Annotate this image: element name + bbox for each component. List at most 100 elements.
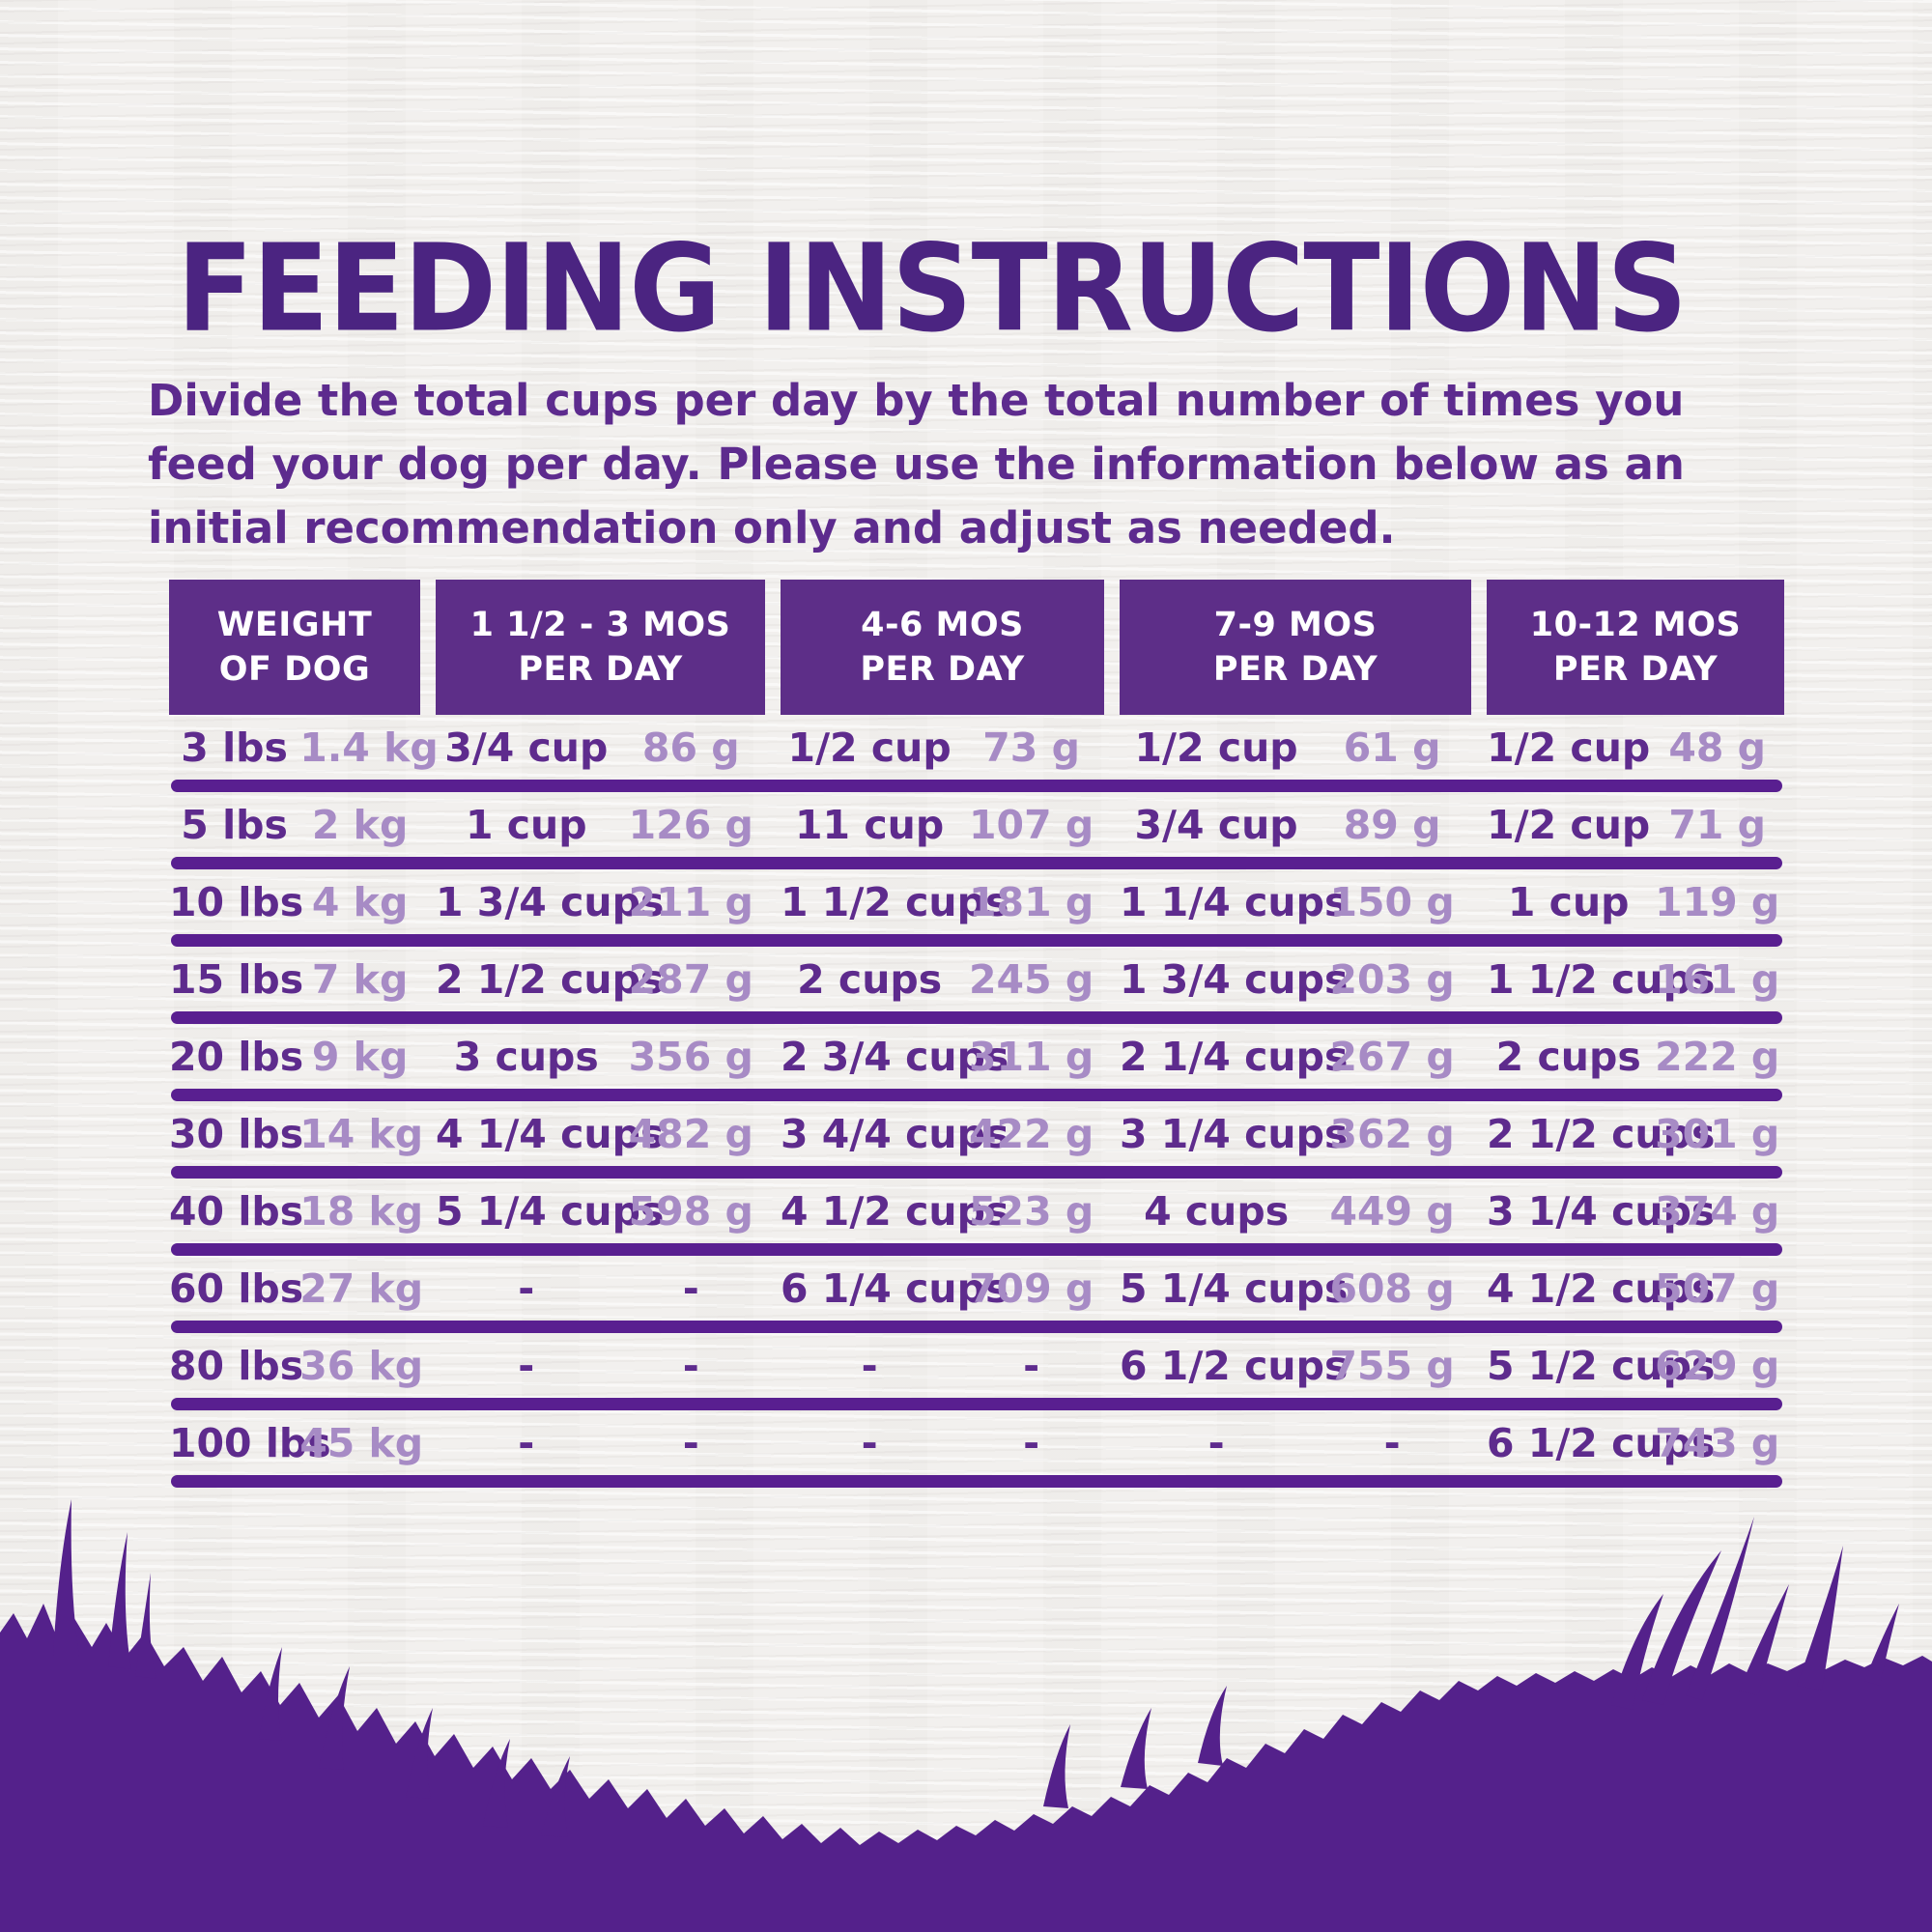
serving-cell-1half-3-mos: - - (436, 1333, 765, 1398)
grams-value: 71 g (1668, 801, 1767, 848)
cups-value: 3 1/4 cups (1120, 1110, 1349, 1157)
serving-cell-4-6-mos: 4 1/2 cups 523 g (781, 1179, 1104, 1243)
header-4-6-mos: 4-6 MOS PER DAY (781, 580, 1104, 715)
weight-lbs-value: 80 lbs (169, 1342, 304, 1389)
grams-value: 374 g (1655, 1187, 1780, 1235)
weight-kg-value: 7 kg (311, 955, 409, 1003)
weight-lbs-value: 60 lbs (169, 1264, 304, 1312)
serving-cell-7-9-mos: 2 1/4 cups 267 g (1120, 1024, 1471, 1089)
header-weight-of-dog: WEIGHT OF DOG (169, 580, 420, 715)
serving-cell-10-12-mos: 2 cups 222 g (1487, 1024, 1784, 1089)
serving-cell-10-12-mos: 2 1/2 cups 301 g (1487, 1101, 1784, 1166)
weight-lbs-value: 40 lbs (169, 1187, 304, 1235)
grams-value: 598 g (628, 1187, 753, 1235)
serving-cell-7-9-mos: 3/4 cup 89 g (1120, 792, 1471, 857)
grams-value: 743 g (1655, 1419, 1780, 1466)
grams-value: 61 g (1343, 724, 1441, 771)
weight-cell: 20 lbs 9 kg (169, 1024, 420, 1089)
serving-cell-1half-3-mos: 2 1/2 cups 287 g (436, 947, 765, 1011)
grams-value: 755 g (1329, 1342, 1455, 1389)
cups-value: 11 cup (795, 801, 945, 848)
cups-value: 1/2 cup (1487, 724, 1651, 771)
cups-value: 1/2 cup (787, 724, 952, 771)
serving-cell-10-12-mos: 1/2 cup 48 g (1487, 715, 1784, 780)
header-1half-3-mos: 1 1/2 - 3 MOS PER DAY (436, 580, 765, 715)
serving-cell-10-12-mos: 1/2 cup 71 g (1487, 792, 1784, 857)
grams-value: - (1023, 1342, 1040, 1389)
weight-lbs-value: 20 lbs (169, 1033, 304, 1080)
cups-value: 4 1/4 cups (436, 1110, 665, 1157)
cups-value: 3/4 cup (1134, 801, 1298, 848)
weight-cell: 80 lbs 36 kg (169, 1333, 423, 1398)
weight-cell: 40 lbs 18 kg (169, 1179, 423, 1243)
row-divider (171, 1011, 1782, 1024)
serving-cell-7-9-mos: 1/2 cup 61 g (1120, 715, 1471, 780)
serving-cell-4-6-mos: 3 4/4 cups 422 g (781, 1101, 1104, 1166)
grams-value: 48 g (1668, 724, 1767, 771)
weight-kg-value: 27 kg (299, 1264, 424, 1312)
grams-value: 161 g (1655, 955, 1780, 1003)
grams-value: 150 g (1329, 878, 1455, 925)
cups-value: 4 cups (1144, 1187, 1290, 1235)
cups-value: 1/2 cup (1134, 724, 1298, 771)
serving-cell-7-9-mos: 1 3/4 cups 203 g (1120, 947, 1471, 1011)
grams-value: 482 g (628, 1110, 753, 1157)
grams-value: 119 g (1655, 878, 1780, 925)
cups-value: 4 1/2 cups (1487, 1264, 1716, 1312)
header-7-9-mos: 7-9 MOS PER DAY (1120, 580, 1471, 715)
cups-value: - (518, 1419, 535, 1466)
table-row: 40 lbs 18 kg 5 1/4 cups 598 g 4 1/2 cups… (169, 1179, 1784, 1256)
cups-value: 2 cups (1495, 1033, 1641, 1080)
weight-kg-value: 14 kg (299, 1110, 424, 1157)
grams-value: 89 g (1343, 801, 1441, 848)
row-divider (171, 1321, 1782, 1333)
cups-value: 3 cups (453, 1033, 599, 1080)
intro-text: Divide the total cups per day by the tot… (148, 369, 1790, 560)
table-body: 3 lbs 1.4 kg 3/4 cup 86 g 1/2 cup 73 g 1… (169, 715, 1784, 1488)
grams-value: - (682, 1342, 699, 1389)
weight-cell: 100 lbs 45 kg (169, 1410, 423, 1475)
table-row: 15 lbs 7 kg 2 1/2 cups 287 g 2 cups 245 … (169, 947, 1784, 1024)
cups-value: 2 cups (797, 955, 943, 1003)
weight-lbs-value: 10 lbs (169, 878, 304, 925)
cups-value: 2 1/2 cups (1487, 1110, 1716, 1157)
cups-value: 1 1/2 cups (1487, 955, 1716, 1003)
serving-cell-7-9-mos: - - (1120, 1410, 1471, 1475)
row-divider (171, 1089, 1782, 1101)
grams-value: 203 g (1329, 955, 1455, 1003)
serving-cell-7-9-mos: 5 1/4 cups 608 g (1120, 1256, 1471, 1321)
table-row: 10 lbs 4 kg 1 3/4 cups 211 g 1 1/2 cups … (169, 869, 1784, 947)
row-divider (171, 1166, 1782, 1179)
grams-value: 311 g (969, 1033, 1094, 1080)
grams-value: 422 g (969, 1110, 1094, 1157)
serving-cell-4-6-mos: - - (781, 1410, 1104, 1475)
grams-value: - (682, 1264, 699, 1312)
table-row: 20 lbs 9 kg 3 cups 356 g 2 3/4 cups 311 … (169, 1024, 1784, 1101)
weight-cell: 5 lbs 2 kg (169, 792, 420, 857)
weight-kg-value: 9 kg (311, 1033, 409, 1080)
weight-kg-value: 2 kg (311, 801, 409, 848)
weight-lbs-value: 3 lbs (181, 724, 288, 771)
serving-cell-4-6-mos: 6 1/4 cups 709 g (781, 1256, 1104, 1321)
serving-cell-10-12-mos: 1 1/2 cups 161 g (1487, 947, 1784, 1011)
cups-value: 5 1/4 cups (1120, 1264, 1349, 1312)
weight-kg-value: 4 kg (311, 878, 409, 925)
grams-value: 267 g (1329, 1033, 1455, 1080)
grams-value: 629 g (1655, 1342, 1780, 1389)
grams-value: 709 g (969, 1264, 1094, 1312)
serving-cell-1half-3-mos: 4 1/4 cups 482 g (436, 1101, 765, 1166)
serving-cell-4-6-mos: 1/2 cup 73 g (781, 715, 1104, 780)
grams-value: 86 g (641, 724, 740, 771)
grams-value: 608 g (1329, 1264, 1455, 1312)
cups-value: 1 3/4 cups (436, 878, 665, 925)
grams-value: 126 g (628, 801, 753, 848)
grams-value: 107 g (969, 801, 1094, 848)
weight-cell: 3 lbs 1.4 kg (169, 715, 438, 780)
cups-value: 5 1/2 cups (1487, 1342, 1716, 1389)
page-title: FEEDING INSTRUCTIONS (177, 217, 1688, 359)
grams-value: 523 g (969, 1187, 1094, 1235)
serving-cell-7-9-mos: 4 cups 449 g (1120, 1179, 1471, 1243)
table-row: 80 lbs 36 kg - - - - 6 1/2 cups 755 g 5 … (169, 1333, 1784, 1410)
header-10-12-mos: 10-12 MOS PER DAY (1487, 580, 1784, 715)
